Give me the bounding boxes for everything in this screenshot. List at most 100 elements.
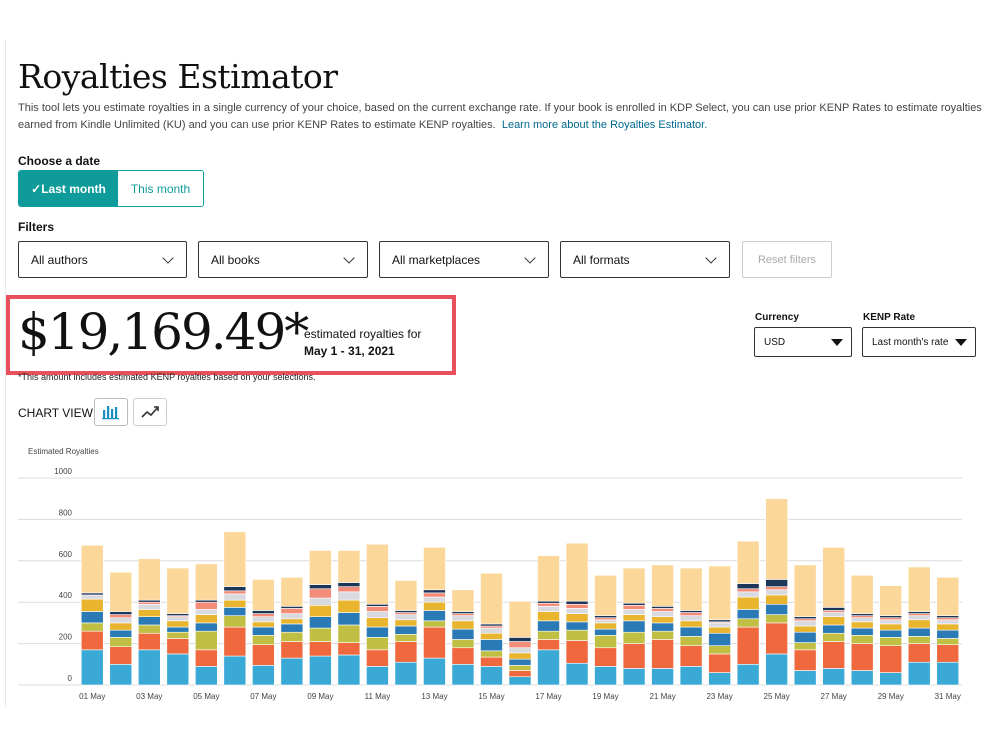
bar-segment[interactable] xyxy=(366,649,389,667)
bar-segment[interactable] xyxy=(508,652,532,660)
bar-segment[interactable] xyxy=(822,624,845,634)
bar-segment[interactable] xyxy=(166,631,190,639)
bar-segment[interactable] xyxy=(907,627,931,637)
bar-segment[interactable] xyxy=(736,609,760,620)
bar-segment[interactable] xyxy=(651,668,674,686)
bar-segment[interactable] xyxy=(451,611,475,614)
bar-segment[interactable] xyxy=(736,626,760,665)
bar-segment[interactable] xyxy=(651,606,674,609)
bar-segment[interactable] xyxy=(80,611,104,624)
bar-segment[interactable] xyxy=(736,664,760,686)
bar-segment[interactable] xyxy=(736,591,760,598)
bar-segment[interactable] xyxy=(850,613,874,616)
bar-segment[interactable] xyxy=(679,567,703,611)
bar-segment[interactable] xyxy=(195,599,218,603)
bar-segment[interactable] xyxy=(109,646,133,665)
bar-segment[interactable] xyxy=(651,611,674,617)
bar-segment[interactable] xyxy=(451,589,475,612)
bar-segment[interactable] xyxy=(565,603,589,609)
bar-segment[interactable] xyxy=(850,643,874,671)
bar-segment[interactable] xyxy=(850,670,874,686)
bar-segment[interactable] xyxy=(850,617,874,623)
bar-segment[interactable] xyxy=(252,579,275,611)
bar-segment[interactable] xyxy=(223,599,247,608)
bar-segment[interactable] xyxy=(594,622,617,630)
bar-segment[interactable] xyxy=(565,600,589,605)
authors-dropdown[interactable]: All authors xyxy=(18,241,187,278)
bar-segment[interactable] xyxy=(651,622,674,632)
bar-segment[interactable] xyxy=(537,620,560,632)
bar-chart-view-button[interactable] xyxy=(94,398,128,426)
bar-segment[interactable] xyxy=(337,612,361,626)
bar-segment[interactable] xyxy=(765,498,788,580)
bar-segment[interactable] xyxy=(195,666,218,686)
bar-segment[interactable] xyxy=(280,618,304,625)
bar-segment[interactable] xyxy=(480,650,503,658)
bar-segment[interactable] xyxy=(879,629,903,638)
bar-segment[interactable] xyxy=(679,612,703,616)
bar-segment[interactable] xyxy=(166,616,190,622)
bar-segment[interactable] xyxy=(765,589,788,596)
bar-segment[interactable] xyxy=(594,574,617,616)
bar-segment[interactable] xyxy=(394,633,418,642)
bar-segment[interactable] xyxy=(622,609,646,615)
bar-segment[interactable] xyxy=(793,618,817,622)
bar-segment[interactable] xyxy=(366,611,389,619)
bar-segment[interactable] xyxy=(394,610,418,613)
bar-segment[interactable] xyxy=(309,550,332,585)
bar-segment[interactable] xyxy=(708,653,731,673)
bar-segment[interactable] xyxy=(565,621,589,631)
books-dropdown[interactable]: All books xyxy=(198,241,368,278)
bar-segment[interactable] xyxy=(109,571,133,612)
bar-segment[interactable] xyxy=(366,543,389,605)
bar-segment[interactable] xyxy=(651,616,674,624)
bar-segment[interactable] xyxy=(80,598,104,612)
bar-segment[interactable] xyxy=(309,597,332,606)
bar-segment[interactable] xyxy=(594,647,617,667)
bar-segment[interactable] xyxy=(736,596,760,610)
bar-segment[interactable] xyxy=(936,638,960,645)
bar-segment[interactable] xyxy=(223,590,247,595)
reset-filters-button[interactable]: Reset filters xyxy=(742,241,832,278)
bar-segment[interactable] xyxy=(508,647,532,654)
this-month-button[interactable]: This month xyxy=(118,171,203,206)
bar-segment[interactable] xyxy=(80,544,104,594)
bar-segment[interactable] xyxy=(936,644,960,663)
bar-segment[interactable] xyxy=(280,613,304,620)
bar-segment[interactable] xyxy=(822,612,845,617)
bar-segment[interactable] xyxy=(850,635,874,644)
bar-segment[interactable] xyxy=(480,639,503,652)
bar-segment[interactable] xyxy=(936,615,960,619)
bar-segment[interactable] xyxy=(137,632,161,651)
bar-segment[interactable] xyxy=(936,577,960,616)
bar-segment[interactable] xyxy=(195,630,218,651)
bar-segment[interactable] xyxy=(309,584,332,590)
bar-segment[interactable] xyxy=(451,613,475,616)
bar-segment[interactable] xyxy=(879,615,903,619)
bar-segment[interactable] xyxy=(907,615,931,621)
bar-segment[interactable] xyxy=(565,640,589,664)
bar-segment[interactable] xyxy=(166,620,190,628)
bar-segment[interactable] xyxy=(195,622,218,632)
bar-segment[interactable] xyxy=(195,563,218,601)
bar-segment[interactable] xyxy=(537,606,560,612)
bar-segment[interactable] xyxy=(223,615,247,628)
bar-segment[interactable] xyxy=(508,600,532,638)
bar-segment[interactable] xyxy=(252,621,275,628)
bar-segment[interactable] xyxy=(879,645,903,673)
bar-segment[interactable] xyxy=(480,625,503,629)
bar-segment[interactable] xyxy=(936,629,960,639)
bar-segment[interactable] xyxy=(508,637,532,642)
bar-segment[interactable] xyxy=(565,608,589,614)
bar-segment[interactable] xyxy=(622,643,646,669)
bar-segment[interactable] xyxy=(223,586,247,592)
bar-segment[interactable] xyxy=(679,666,703,686)
bar-segment[interactable] xyxy=(907,566,931,612)
bar-segment[interactable] xyxy=(366,606,389,612)
bar-segment[interactable] xyxy=(280,606,304,609)
bar-segment[interactable] xyxy=(451,628,475,640)
bar-segment[interactable] xyxy=(850,615,874,619)
bar-segment[interactable] xyxy=(793,564,817,617)
bar-segment[interactable] xyxy=(451,647,475,665)
bar-segment[interactable] xyxy=(451,639,475,649)
